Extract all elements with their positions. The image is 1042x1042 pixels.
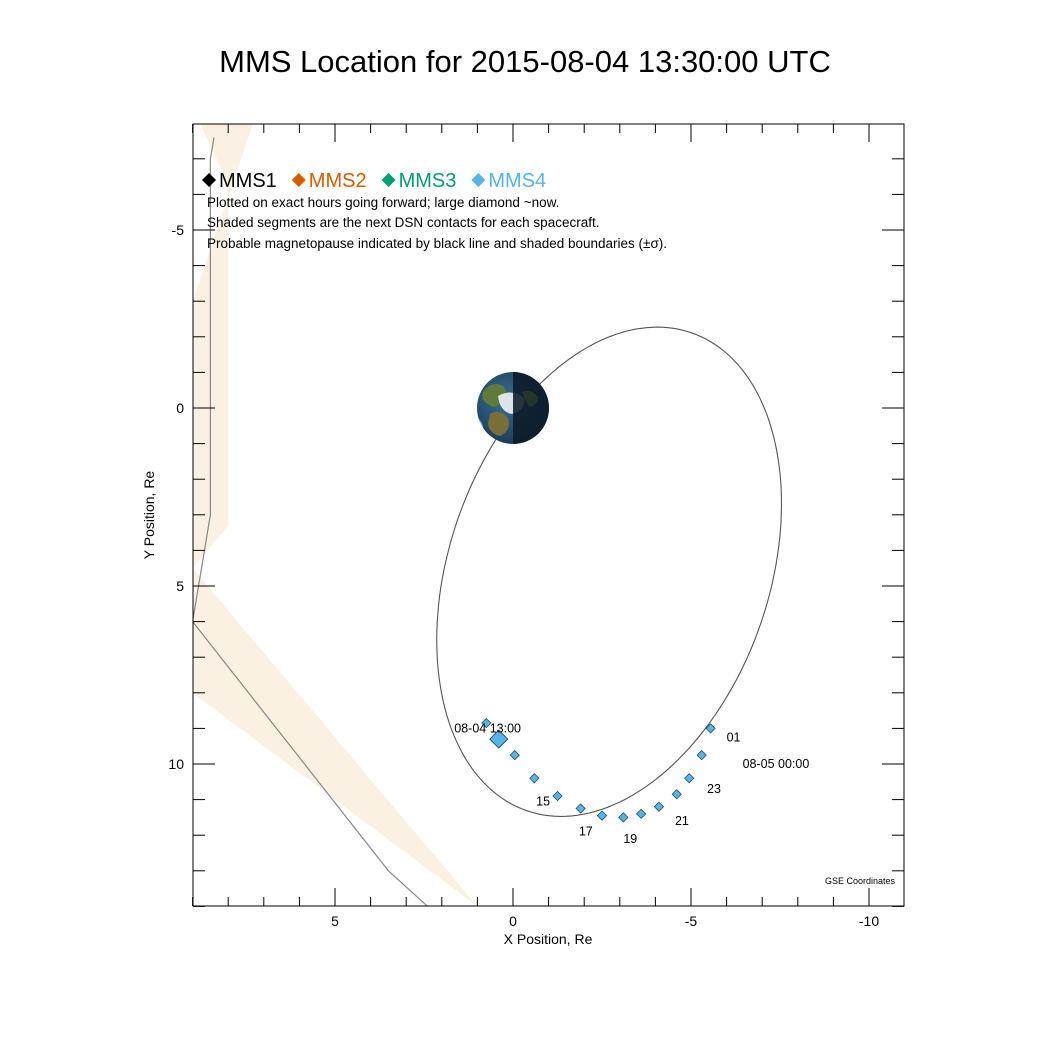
hourly-position-diamond	[653, 801, 665, 812]
time-annotation: 08-04 13:00	[454, 721, 521, 735]
legend-marker	[381, 173, 396, 187]
x-tick-label: 5	[331, 913, 339, 929]
legend-entry-label: MMS3	[399, 170, 457, 192]
legend-entry-label: MMS2	[309, 170, 367, 192]
note-dsn: Shaded segments are the next DSN contact…	[207, 215, 599, 230]
hourly-position-diamond	[552, 790, 563, 802]
note-hours: Plotted on exact hours going forward; la…	[207, 195, 559, 210]
hourly-position-diamond	[575, 803, 586, 814]
hourly-position-diamond	[684, 773, 695, 784]
legend-marker	[202, 173, 216, 187]
tick-labels: 5 0 -5 -10 -5 0 5 10	[168, 222, 879, 929]
x-tick-label: -10	[859, 913, 879, 929]
hourly-positions	[481, 717, 716, 823]
time-annotation: 19	[623, 832, 637, 846]
earth-image	[477, 372, 549, 444]
time-annotation: 01	[727, 730, 741, 744]
hourly-position-diamond	[596, 810, 608, 821]
y-tick-label: 5	[176, 578, 184, 594]
chart-title: MMS Location for 2015-08-04 13:30:00 UTC	[219, 44, 831, 79]
x-axis-label: X Position, Re	[504, 931, 593, 947]
hourly-position-diamond	[636, 808, 647, 819]
hourly-position-diamond	[481, 717, 492, 729]
axis-ticks	[192, 124, 904, 907]
time-annotation: 08-05 00:00	[743, 757, 810, 771]
x-tick-label: 0	[509, 913, 517, 929]
current-position-diamond	[489, 729, 509, 749]
legend: MMS1 MMS2 MMS3 MMS4	[202, 170, 546, 192]
y-axis-label: Y Position, Re	[141, 471, 157, 560]
coordinate-system-label: GSE Coordinates	[825, 876, 896, 886]
hourly-position-diamond	[696, 750, 707, 761]
time-annotation: 17	[579, 825, 593, 839]
time-annotation: 23	[707, 782, 721, 796]
y-tick-label: -5	[172, 222, 185, 238]
time-annotation: 15	[536, 794, 550, 808]
x-tick-label: -5	[685, 913, 698, 929]
y-tick-label: 10	[168, 756, 184, 772]
hourly-position-diamond	[618, 812, 629, 823]
legend-marker	[291, 173, 306, 187]
legend-entry-label: MMS1	[219, 170, 277, 192]
legend-entry-label: MMS4	[488, 170, 546, 192]
magnetopause-nominal-line	[193, 137, 429, 906]
y-tick-label: 0	[176, 400, 184, 416]
legend-marker	[471, 173, 486, 187]
current-position	[489, 729, 509, 749]
hourly-position-diamond	[529, 773, 540, 784]
magnetopause-uncertainty-band	[193, 124, 478, 906]
hourly-position-diamond	[705, 723, 716, 734]
note-magnetopause: Probable magnetopause indicated by black…	[207, 236, 667, 251]
orbit-path	[436, 326, 783, 817]
hourly-position-diamond	[671, 789, 682, 800]
time-annotation: 21	[675, 814, 689, 828]
hourly-position-diamond	[509, 750, 520, 761]
